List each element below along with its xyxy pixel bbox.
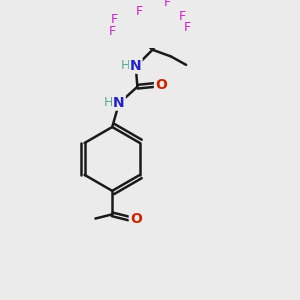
- Text: N: N: [130, 59, 142, 73]
- Text: F: F: [109, 25, 116, 38]
- Text: F: F: [183, 21, 190, 34]
- Text: F: F: [164, 0, 171, 9]
- Text: O: O: [155, 78, 167, 92]
- Text: N: N: [113, 96, 125, 110]
- Text: H: H: [121, 59, 130, 72]
- Text: F: F: [136, 4, 142, 18]
- Text: H: H: [104, 96, 113, 109]
- Text: F: F: [179, 10, 186, 23]
- Text: F: F: [111, 13, 118, 26]
- Text: O: O: [130, 212, 142, 226]
